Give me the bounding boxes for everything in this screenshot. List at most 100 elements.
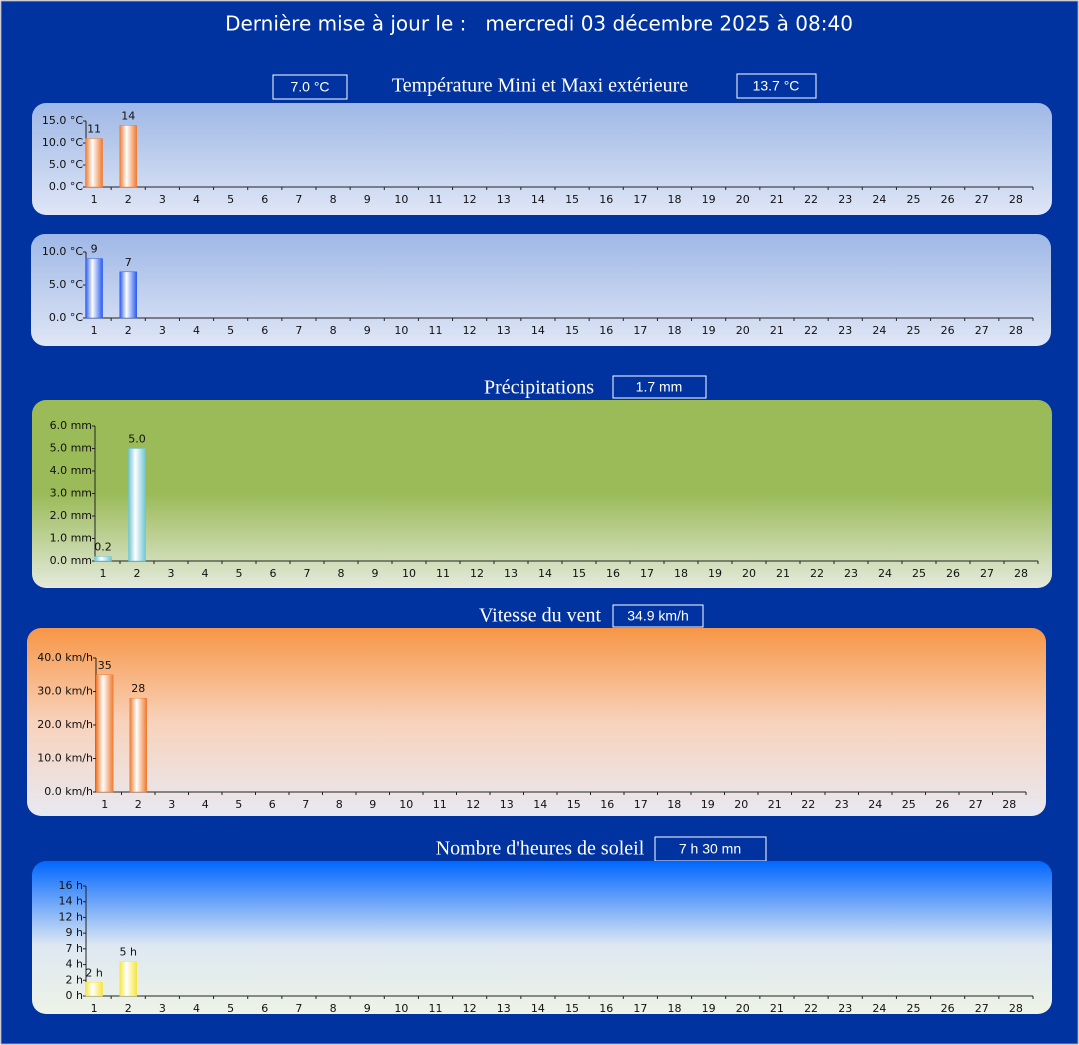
x-tick-label: 8 — [336, 798, 343, 811]
data-label: 9 — [91, 243, 98, 256]
badge: 1.7 mm — [636, 379, 683, 395]
y-tick-label: 7 h — [66, 942, 83, 955]
x-tick-label: 12 — [463, 193, 477, 206]
x-tick-label: 20 — [734, 798, 748, 811]
x-tick-label: 13 — [497, 1002, 511, 1015]
y-tick-label: 10.0 °C — [42, 245, 83, 258]
y-tick-label: 5.0 mm — [50, 442, 92, 455]
x-tick-label: 4 — [193, 324, 200, 337]
y-tick-label: 16 h — [59, 879, 83, 892]
x-tick-label: 11 — [429, 324, 443, 337]
x-tick-label: 27 — [975, 193, 989, 206]
x-tick-label: 24 — [872, 324, 886, 337]
badge-box — [272, 74, 348, 100]
x-tick-label: 10 — [394, 193, 408, 206]
x-tick-label: 4 — [202, 798, 209, 811]
panel — [32, 400, 1052, 588]
bar — [96, 674, 114, 793]
x-tick-label: 10 — [402, 567, 416, 580]
x-tick-label: 23 — [835, 798, 849, 811]
x-tick-label: 18 — [668, 1002, 682, 1015]
data-label: 0.2 — [94, 541, 112, 554]
badge: 7.0 °C — [290, 79, 329, 95]
y-tick-label: 5.0 °C — [49, 278, 83, 291]
x-tick-label: 10 — [394, 324, 408, 337]
y-tick-label: 10.0 °C — [42, 136, 83, 149]
x-tick-label: 20 — [742, 567, 756, 580]
x-tick-label: 5 — [236, 567, 243, 580]
x-tick-label: 3 — [168, 567, 175, 580]
x-tick-label: 21 — [768, 798, 782, 811]
x-tick-label: 21 — [770, 193, 784, 206]
section-title: Nombre d'heures de soleil — [436, 838, 645, 860]
y-tick-label: 4.0 mm — [50, 464, 92, 477]
x-tick-label: 7 — [304, 567, 311, 580]
x-tick-label: 7 — [295, 324, 302, 337]
bar — [94, 556, 112, 562]
panel — [27, 628, 1046, 816]
badge-box — [736, 73, 817, 99]
x-tick-label: 8 — [338, 567, 345, 580]
x-tick-label: 14 — [531, 1002, 545, 1015]
y-tick-label: 10.0 km/h — [37, 752, 93, 765]
x-tick-label: 14 — [531, 324, 545, 337]
x-tick-label: 19 — [701, 798, 715, 811]
x-tick-label: 26 — [935, 798, 949, 811]
x-tick-label: 19 — [702, 324, 716, 337]
badge: 34.9 km/h — [627, 608, 688, 624]
x-tick-label: 12 — [470, 567, 484, 580]
badge: 7 h 30 mn — [679, 841, 741, 857]
x-tick-label: 13 — [504, 567, 518, 580]
x-tick-label: 8 — [330, 193, 337, 206]
y-tick-label: 0.0 km/h — [44, 785, 93, 798]
x-tick-label: 28 — [1009, 324, 1023, 337]
x-tick-label: 18 — [668, 193, 682, 206]
data-label: 5.0 — [128, 433, 146, 446]
x-tick-label: 14 — [538, 567, 552, 580]
data-label: 14 — [121, 109, 135, 122]
x-tick-label: 2 — [125, 324, 132, 337]
x-tick-label: 9 — [372, 567, 379, 580]
x-tick-label: 26 — [941, 193, 955, 206]
x-tick-label: 9 — [364, 324, 371, 337]
y-tick-label: 14 h — [59, 895, 83, 908]
badge-box — [612, 375, 707, 399]
x-tick-label: 23 — [838, 324, 852, 337]
x-tick-label: 23 — [838, 1002, 852, 1015]
x-tick-label: 17 — [633, 324, 647, 337]
x-tick-label: 25 — [907, 324, 921, 337]
x-tick-label: 11 — [433, 798, 447, 811]
x-tick-label: 24 — [872, 1002, 886, 1015]
x-tick-label: 28 — [1002, 798, 1016, 811]
bar — [85, 138, 103, 188]
x-tick-label: 23 — [844, 567, 858, 580]
header-title: Dernière mise à jour le : mercredi 03 dé… — [225, 12, 853, 36]
x-tick-label: 6 — [261, 1002, 268, 1015]
x-tick-label: 26 — [946, 567, 960, 580]
x-tick-label: 5 — [235, 798, 242, 811]
y-tick-label: 9 h — [66, 926, 83, 939]
x-tick-label: 21 — [770, 1002, 784, 1015]
x-tick-label: 22 — [810, 567, 824, 580]
x-tick-label: 26 — [941, 324, 955, 337]
x-tick-label: 16 — [600, 798, 614, 811]
x-tick-label: 28 — [1009, 193, 1023, 206]
section-title: Précipitations — [484, 377, 594, 399]
x-tick-label: 13 — [497, 324, 511, 337]
x-tick-label: 25 — [907, 1002, 921, 1015]
x-tick-label: 26 — [941, 1002, 955, 1015]
x-tick-label: 25 — [902, 798, 916, 811]
x-tick-label: 9 — [369, 798, 376, 811]
x-tick-label: 3 — [168, 798, 175, 811]
x-tick-label: 16 — [606, 567, 620, 580]
bar — [129, 697, 147, 793]
y-tick-label: 0.0 mm — [50, 554, 92, 567]
x-tick-label: 28 — [1009, 1002, 1023, 1015]
x-tick-label: 22 — [804, 324, 818, 337]
data-label: 2 h — [85, 966, 102, 979]
y-tick-label: 0.0 °C — [49, 311, 83, 324]
x-tick-label: 19 — [702, 193, 716, 206]
x-tick-label: 24 — [868, 798, 882, 811]
x-tick-label: 11 — [429, 1002, 443, 1015]
x-tick-label: 9 — [364, 1002, 371, 1015]
